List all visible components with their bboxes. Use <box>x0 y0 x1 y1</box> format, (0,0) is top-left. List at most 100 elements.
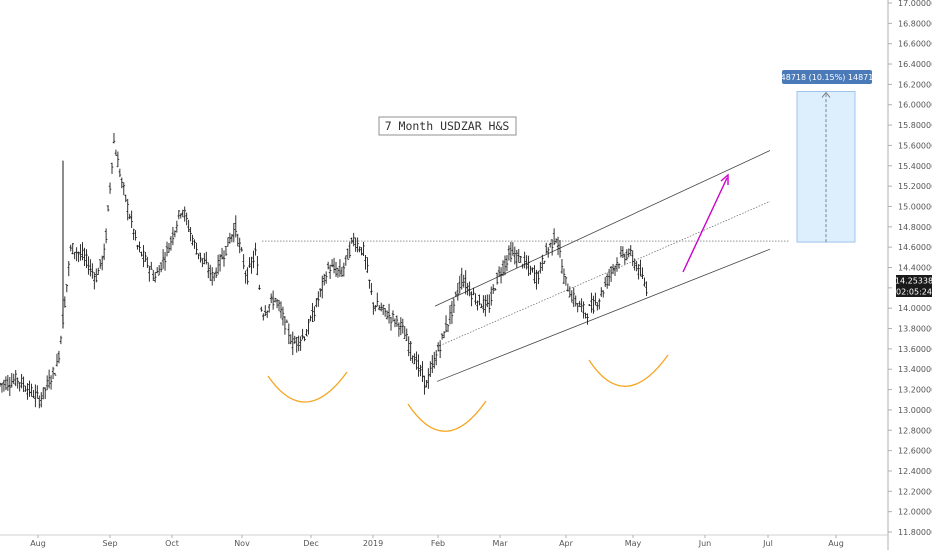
ohlc-bar <box>537 270 540 285</box>
ohlc-bar <box>598 298 601 310</box>
ohlc-bar <box>645 281 648 296</box>
ohlc-bar <box>320 275 324 299</box>
ohlc-bar <box>114 149 118 156</box>
measure-tag: 1.48718 (10.15%) 14871.8 <box>773 70 881 84</box>
ohlc-bar <box>307 318 310 335</box>
chart-title: 7 Month USDZAR H&S <box>385 119 510 133</box>
y-tick-label: 15.20000 <box>898 182 932 191</box>
y-tick-label: 13.20000 <box>898 386 932 395</box>
ohlc-bar <box>588 304 591 307</box>
ohlc-bar <box>444 315 448 333</box>
ohlc-bar <box>218 254 222 272</box>
ohlc-bar <box>474 293 477 305</box>
ohlc-bar <box>637 264 640 280</box>
ohlc-bar <box>12 373 16 385</box>
ohlc-bar <box>102 243 106 261</box>
ohlc-bar <box>57 350 61 364</box>
ohlc-bar <box>460 267 464 290</box>
y-tick-label: 14.60000 <box>898 243 932 252</box>
ohlc-bar <box>487 294 491 313</box>
ohlc-bar <box>309 315 312 322</box>
ohlc-bar <box>267 304 271 313</box>
ohlc-bar <box>407 336 411 357</box>
ohlc-bar <box>377 305 381 311</box>
ohlc-bar <box>240 247 243 252</box>
ohlc-bar <box>260 306 263 312</box>
time-axis: Aug Sep Oct Nov Dec 2019 Feb Mar Apr May Jun Jul Aug <box>0 534 888 548</box>
ohlc-bar <box>391 310 395 322</box>
ohlc-bar <box>36 385 39 399</box>
ohlc-bar <box>448 305 452 325</box>
ohlc-bar <box>342 262 346 277</box>
measure-target <box>796 91 856 243</box>
ohlc-bar <box>385 310 389 320</box>
ohlc-bar <box>452 298 456 313</box>
ohlc-bar <box>303 336 306 342</box>
ohlc-bar <box>372 302 375 315</box>
ohlc-bar <box>0 383 4 393</box>
ohlc-bar <box>458 275 462 294</box>
ohlc-bar <box>643 277 646 287</box>
ohlc-bar <box>224 245 228 256</box>
ohlc-bar <box>374 304 377 312</box>
ohlc-bar <box>220 247 224 260</box>
ohlc-bar <box>179 213 183 219</box>
ohlc-bar <box>189 226 192 242</box>
ohlc-bar <box>576 303 579 313</box>
ohlc-bar <box>552 228 556 246</box>
ohlc-bar <box>234 215 238 238</box>
ohlc-bar <box>175 220 179 233</box>
ohlc-bar <box>271 290 275 310</box>
ohlc-bar <box>468 281 471 297</box>
ohlc-bar <box>594 292 597 306</box>
ohlc-bar <box>22 376 25 392</box>
x-tick-label: Aug <box>30 539 46 548</box>
ohlc-bar <box>138 241 141 253</box>
ohlc-bar <box>358 246 361 253</box>
ohlc-bar <box>291 331 295 356</box>
ohlc-bar <box>49 375 53 390</box>
ohlc-bar <box>527 255 530 277</box>
ohlc-bar <box>619 245 623 258</box>
ohlc-bar <box>273 297 277 303</box>
ohlc-bar <box>293 335 297 344</box>
y-tick-label: 16.40000 <box>898 60 932 69</box>
ohlc-bar <box>199 252 202 263</box>
y-tick-label: 15.40000 <box>898 162 932 171</box>
ohlc-bar <box>6 375 10 391</box>
ohlc-bar <box>39 392 43 408</box>
ohlc-bar <box>157 265 161 276</box>
ohlc-bar <box>318 288 322 298</box>
countdown-label: 02:05:24 <box>896 288 932 297</box>
ohlc-bar <box>442 331 446 339</box>
ohlc-bar <box>55 353 59 367</box>
ohlc-bar <box>26 383 29 400</box>
ohlc-bar <box>322 273 326 286</box>
ohlc-bar <box>531 267 534 273</box>
ohlc-bar <box>509 241 513 263</box>
ohlc-bar <box>438 340 442 359</box>
y-tick-label: 13.00000 <box>898 406 932 415</box>
price-axis: 17.00000 16.80000 16.60000 16.40000 16.20000… <box>887 0 932 550</box>
last-price-tag: 14.25338 02:05:24 <box>895 275 932 297</box>
ohlc-bar <box>93 272 96 290</box>
ohlc-bar <box>122 182 126 196</box>
ohlc-bar <box>364 254 367 270</box>
ohlc-bar <box>281 306 285 326</box>
ohlc-bar <box>621 246 625 259</box>
ohlc-bar <box>244 270 247 284</box>
y-tick-label: 12.40000 <box>898 467 932 476</box>
ohlc-bar <box>108 182 112 194</box>
ohlc-bar <box>625 249 629 261</box>
ohlc-bar <box>427 368 430 389</box>
y-tick-label: 16.00000 <box>898 101 932 110</box>
x-tick-label: Aug <box>828 539 844 548</box>
x-tick-label: Apr <box>559 539 574 548</box>
ohlc-bar <box>409 341 412 361</box>
y-tick-labels: 17.00000 16.80000 16.60000 16.40000 16.20000… <box>888 0 932 537</box>
ohlc-bar <box>110 162 114 174</box>
ohlc-bar <box>542 260 546 264</box>
ohlc-bar <box>535 269 538 290</box>
ohlc-bar <box>338 259 342 277</box>
ohlc-bar <box>201 258 204 268</box>
